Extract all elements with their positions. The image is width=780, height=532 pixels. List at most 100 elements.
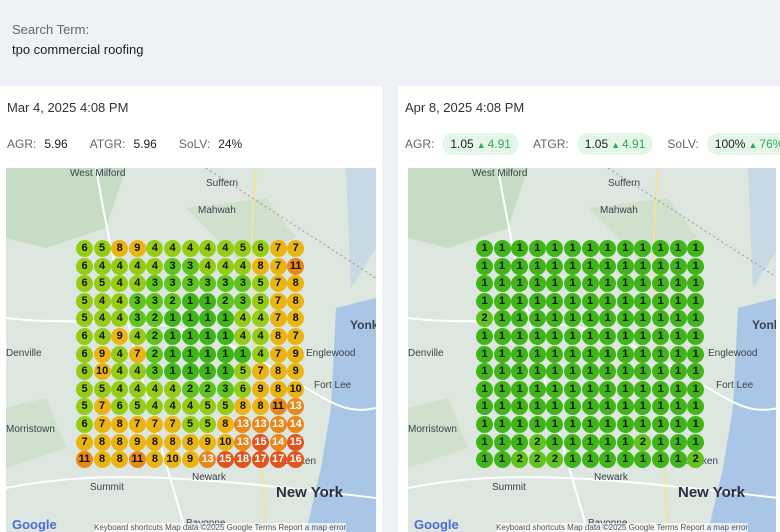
rank-pin[interactable]: 1 xyxy=(164,345,181,363)
rank-pin[interactable]: 1 xyxy=(164,310,181,328)
rank-pin[interactable]: 8 xyxy=(111,240,129,257)
rank-pin[interactable]: 9 xyxy=(111,328,129,345)
rank-pin[interactable]: 1 xyxy=(652,380,669,398)
rank-pin[interactable]: 1 xyxy=(546,380,564,398)
rank-pin[interactable]: 8 xyxy=(111,416,129,433)
rank-pin[interactable]: 7 xyxy=(287,328,305,345)
rank-pin[interactable]: 4 xyxy=(111,363,129,381)
rank-pin[interactable]: 5 xyxy=(252,292,269,310)
rank-pin[interactable]: 4 xyxy=(111,257,129,275)
rank-pin[interactable]: 4 xyxy=(111,380,129,398)
rank-pin[interactable]: 5 xyxy=(216,398,234,416)
rank-pin[interactable]: 4 xyxy=(93,328,111,345)
rank-pin[interactable]: 1 xyxy=(546,416,564,433)
rank-pin[interactable]: 4 xyxy=(128,257,146,275)
rank-pin[interactable]: 1 xyxy=(687,257,705,275)
rank-pin[interactable]: 1 xyxy=(669,398,687,416)
rank-pin[interactable]: 1 xyxy=(616,240,634,257)
rank-pin[interactable]: 1 xyxy=(581,292,599,310)
rank-pin[interactable]: 8 xyxy=(93,433,111,451)
rank-pin[interactable]: 7 xyxy=(269,275,287,293)
rank-pin[interactable]: 1 xyxy=(493,416,511,433)
rank-pin[interactable]: 4 xyxy=(128,328,146,345)
rank-pin[interactable]: 1 xyxy=(599,257,617,275)
rank-pin[interactable]: 13 xyxy=(269,416,287,433)
rank-pin[interactable]: 1 xyxy=(476,433,493,451)
rank-pin[interactable]: 1 xyxy=(687,310,705,328)
rank-pin[interactable]: 5 xyxy=(76,380,93,398)
rank-pin[interactable]: 1 xyxy=(616,380,634,398)
rank-pin[interactable]: 1 xyxy=(528,310,546,328)
rank-pin[interactable]: 1 xyxy=(528,240,546,257)
rank-pin[interactable]: 1 xyxy=(164,328,181,345)
rank-pin[interactable]: 5 xyxy=(234,363,252,381)
rank-pin[interactable]: 1 xyxy=(564,310,581,328)
rank-pin[interactable]: 7 xyxy=(76,433,93,451)
rank-pin[interactable]: 1 xyxy=(669,257,687,275)
rank-pin[interactable]: 1 xyxy=(599,416,617,433)
rank-pin[interactable]: 11 xyxy=(287,257,305,275)
rank-pin[interactable]: 1 xyxy=(493,451,511,469)
rank-pin[interactable]: 1 xyxy=(564,363,581,381)
rank-pin[interactable]: 1 xyxy=(546,240,564,257)
rank-pin[interactable]: 1 xyxy=(634,398,652,416)
rank-pin[interactable]: 1 xyxy=(652,310,669,328)
rank-pin[interactable]: 1 xyxy=(652,416,669,433)
rank-pin[interactable]: 8 xyxy=(252,257,269,275)
rank-pin[interactable]: 1 xyxy=(652,328,669,345)
rank-pin[interactable]: 1 xyxy=(634,292,652,310)
rank-pin[interactable]: 1 xyxy=(599,380,617,398)
rank-pin[interactable]: 4 xyxy=(164,240,181,257)
rank-pin[interactable]: 1 xyxy=(476,345,493,363)
rank-pin[interactable]: 1 xyxy=(564,292,581,310)
rank-pin[interactable]: 6 xyxy=(234,380,252,398)
rank-pin[interactable]: 18 xyxy=(234,451,252,469)
rank-pin[interactable]: 1 xyxy=(599,240,617,257)
rank-pin[interactable]: 8 xyxy=(164,433,181,451)
rank-pin[interactable]: 1 xyxy=(511,292,529,310)
rank-pin[interactable]: 4 xyxy=(234,310,252,328)
rank-pin[interactable]: 1 xyxy=(581,275,599,293)
rank-pin[interactable]: 1 xyxy=(581,451,599,469)
rank-pin[interactable]: 1 xyxy=(511,275,529,293)
rank-pin[interactable]: 4 xyxy=(164,380,181,398)
rank-pin[interactable]: 4 xyxy=(111,345,129,363)
rank-pin[interactable]: 15 xyxy=(287,433,305,451)
rank-pin[interactable]: 1 xyxy=(564,275,581,293)
rank-pin[interactable]: 7 xyxy=(164,416,181,433)
rank-pin[interactable]: 10 xyxy=(164,451,181,469)
rank-pin[interactable]: 7 xyxy=(269,310,287,328)
rank-pin[interactable]: 13 xyxy=(252,416,269,433)
rank-pin[interactable]: 2 xyxy=(546,451,564,469)
rank-pin[interactable]: 4 xyxy=(181,398,199,416)
rank-pin[interactable]: 3 xyxy=(164,257,181,275)
rank-pin[interactable]: 1 xyxy=(599,398,617,416)
rank-pin[interactable]: 1 xyxy=(546,433,564,451)
rank-pin[interactable]: 1 xyxy=(599,275,617,293)
rank-pin[interactable]: 8 xyxy=(146,451,164,469)
rank-pin[interactable]: 1 xyxy=(234,345,252,363)
rank-pin[interactable]: 4 xyxy=(128,363,146,381)
rank-pin[interactable]: 6 xyxy=(76,416,93,433)
rank-pin[interactable]: 1 xyxy=(687,345,705,363)
rank-pin[interactable]: 1 xyxy=(669,416,687,433)
rank-pin[interactable]: 2 xyxy=(511,451,529,469)
rank-pin[interactable]: 5 xyxy=(234,240,252,257)
rank-pin[interactable]: 10 xyxy=(216,433,234,451)
rank-pin[interactable]: 1 xyxy=(616,257,634,275)
rank-pin[interactable]: 1 xyxy=(669,363,687,381)
rank-pin[interactable]: 1 xyxy=(216,328,234,345)
rank-pin[interactable]: 9 xyxy=(287,363,305,381)
rank-pin[interactable]: 1 xyxy=(599,451,617,469)
rank-pin[interactable]: 2 xyxy=(146,345,164,363)
rank-pin[interactable]: 4 xyxy=(111,310,129,328)
rank-pin[interactable]: 1 xyxy=(546,292,564,310)
rank-pin[interactable]: 8 xyxy=(181,433,199,451)
rank-pin[interactable]: 4 xyxy=(128,275,146,293)
rank-pin[interactable]: 9 xyxy=(93,345,111,363)
rank-pin[interactable]: 1 xyxy=(493,363,511,381)
rank-pin[interactable]: 1 xyxy=(634,328,652,345)
rank-pin[interactable]: 7 xyxy=(269,345,287,363)
rank-pin[interactable]: 1 xyxy=(511,416,529,433)
rank-pin[interactable]: 1 xyxy=(581,345,599,363)
